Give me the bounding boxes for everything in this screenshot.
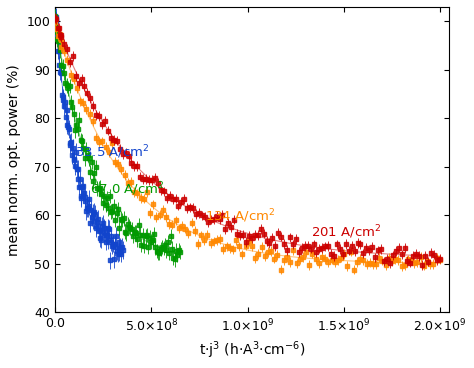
Y-axis label: mean norm. opt. power (%): mean norm. opt. power (%) (7, 64, 21, 255)
Text: 134 A/cm$^2$: 134 A/cm$^2$ (205, 208, 275, 225)
X-axis label: t$\cdot$j$^3$ (h$\cdot$A$^3$$\cdot$cm$^{-6}$): t$\cdot$j$^3$ (h$\cdot$A$^3$$\cdot$cm$^{… (199, 339, 305, 361)
Text: 201 A/cm$^2$: 201 A/cm$^2$ (311, 224, 381, 241)
Text: 33.5 A/cm$^2$: 33.5 A/cm$^2$ (75, 144, 150, 161)
Text: 67.0 A/cm$^2$: 67.0 A/cm$^2$ (90, 180, 164, 198)
